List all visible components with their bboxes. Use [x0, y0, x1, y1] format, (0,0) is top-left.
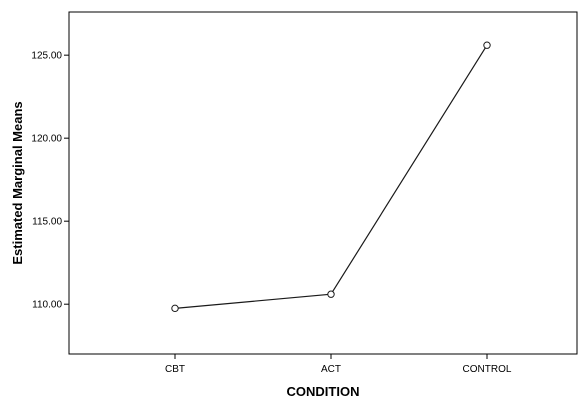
y-tick-label: 120.00 [31, 134, 62, 145]
points-layer [171, 41, 491, 313]
data-point-act [327, 290, 335, 298]
y-axis-title: Estimated Marginal Means [10, 101, 25, 264]
x-tick-label: CBT [165, 364, 185, 375]
y-tick-label: 110.00 [32, 300, 62, 311]
x-axis: CBT ACT CONTROL [165, 354, 512, 375]
series-line [174, 44, 488, 309]
y-tick-label: 115.00 [32, 217, 62, 228]
x-axis-title: CONDITION [287, 384, 360, 398]
y-axis: 110.00 115.00 120.00 125.00 [31, 51, 69, 311]
data-point-control [483, 41, 491, 49]
x-tick-label: CONTROL [463, 364, 512, 375]
y-tick-label: 125.00 [31, 51, 62, 62]
data-point-cbt [171, 304, 179, 313]
series-layer [174, 44, 488, 309]
plot-frame [68, 11, 578, 355]
x-tick-label: ACT [321, 364, 341, 375]
